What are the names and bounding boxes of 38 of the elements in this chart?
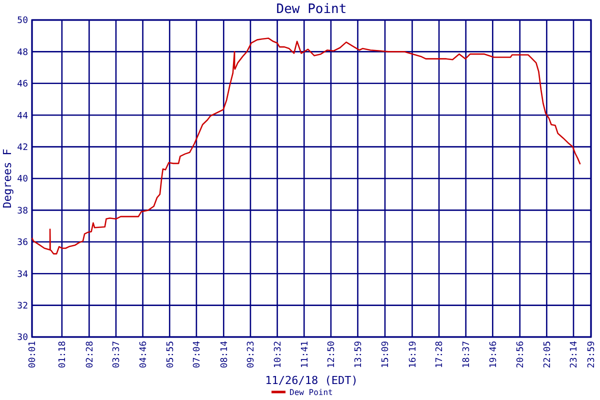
x-tick-label: 19:46 bbox=[488, 341, 499, 368]
x-tick-label: 07:04 bbox=[192, 341, 203, 368]
y-tick-label: 44 bbox=[17, 111, 28, 122]
y-tick-label: 48 bbox=[17, 48, 28, 58]
x-tick-label: 04:46 bbox=[138, 341, 149, 368]
x-tick-label: 08:14 bbox=[220, 341, 230, 368]
x-tick-label: 13:59 bbox=[354, 341, 364, 368]
y-tick-label: 40 bbox=[17, 174, 28, 185]
x-tick-label: 03:37 bbox=[112, 341, 122, 368]
x-tick-label: 17:28 bbox=[435, 341, 446, 368]
y-axis-title: Degrees F bbox=[1, 148, 14, 208]
x-tick-label: 16:19 bbox=[408, 341, 418, 368]
y-tick-label: 42 bbox=[17, 142, 28, 153]
line-series bbox=[31, 38, 581, 254]
chart-title: Dew Point bbox=[276, 2, 347, 17]
legend-label: Dew Point bbox=[290, 388, 334, 397]
x-tick-label: 00:01 bbox=[28, 341, 38, 368]
x-tick-label: 23:14 bbox=[570, 341, 580, 368]
x-tick-label: 09:23 bbox=[246, 341, 257, 368]
x-tick-label: 20:56 bbox=[516, 341, 526, 368]
x-axis-title: 11/26/18 (EDT) bbox=[265, 374, 358, 387]
y-tick-label: 50 bbox=[17, 16, 28, 26]
x-tick-label: 11:41 bbox=[300, 341, 310, 368]
x-tick-label: 10:32 bbox=[273, 341, 284, 368]
x-tick-label: 05:55 bbox=[166, 341, 176, 368]
x-tick-label: 22:05 bbox=[542, 341, 553, 368]
y-tick-label: 38 bbox=[17, 206, 28, 216]
y-tick-label: 32 bbox=[17, 301, 28, 312]
x-tick-label: 02:28 bbox=[85, 341, 96, 368]
x-tick-label: 18:37 bbox=[462, 341, 472, 368]
y-tick-label: 34 bbox=[17, 270, 28, 280]
x-tick-label: 15:09 bbox=[381, 341, 392, 368]
x-tick-label: 01:18 bbox=[58, 341, 68, 368]
y-tick-label: 46 bbox=[17, 80, 28, 90]
y-tick-label: 36 bbox=[17, 238, 28, 248]
x-tick-label: 12:50 bbox=[327, 341, 338, 368]
x-tick-label: 23:59 bbox=[587, 341, 598, 368]
y-tick-label: 30 bbox=[17, 333, 28, 344]
